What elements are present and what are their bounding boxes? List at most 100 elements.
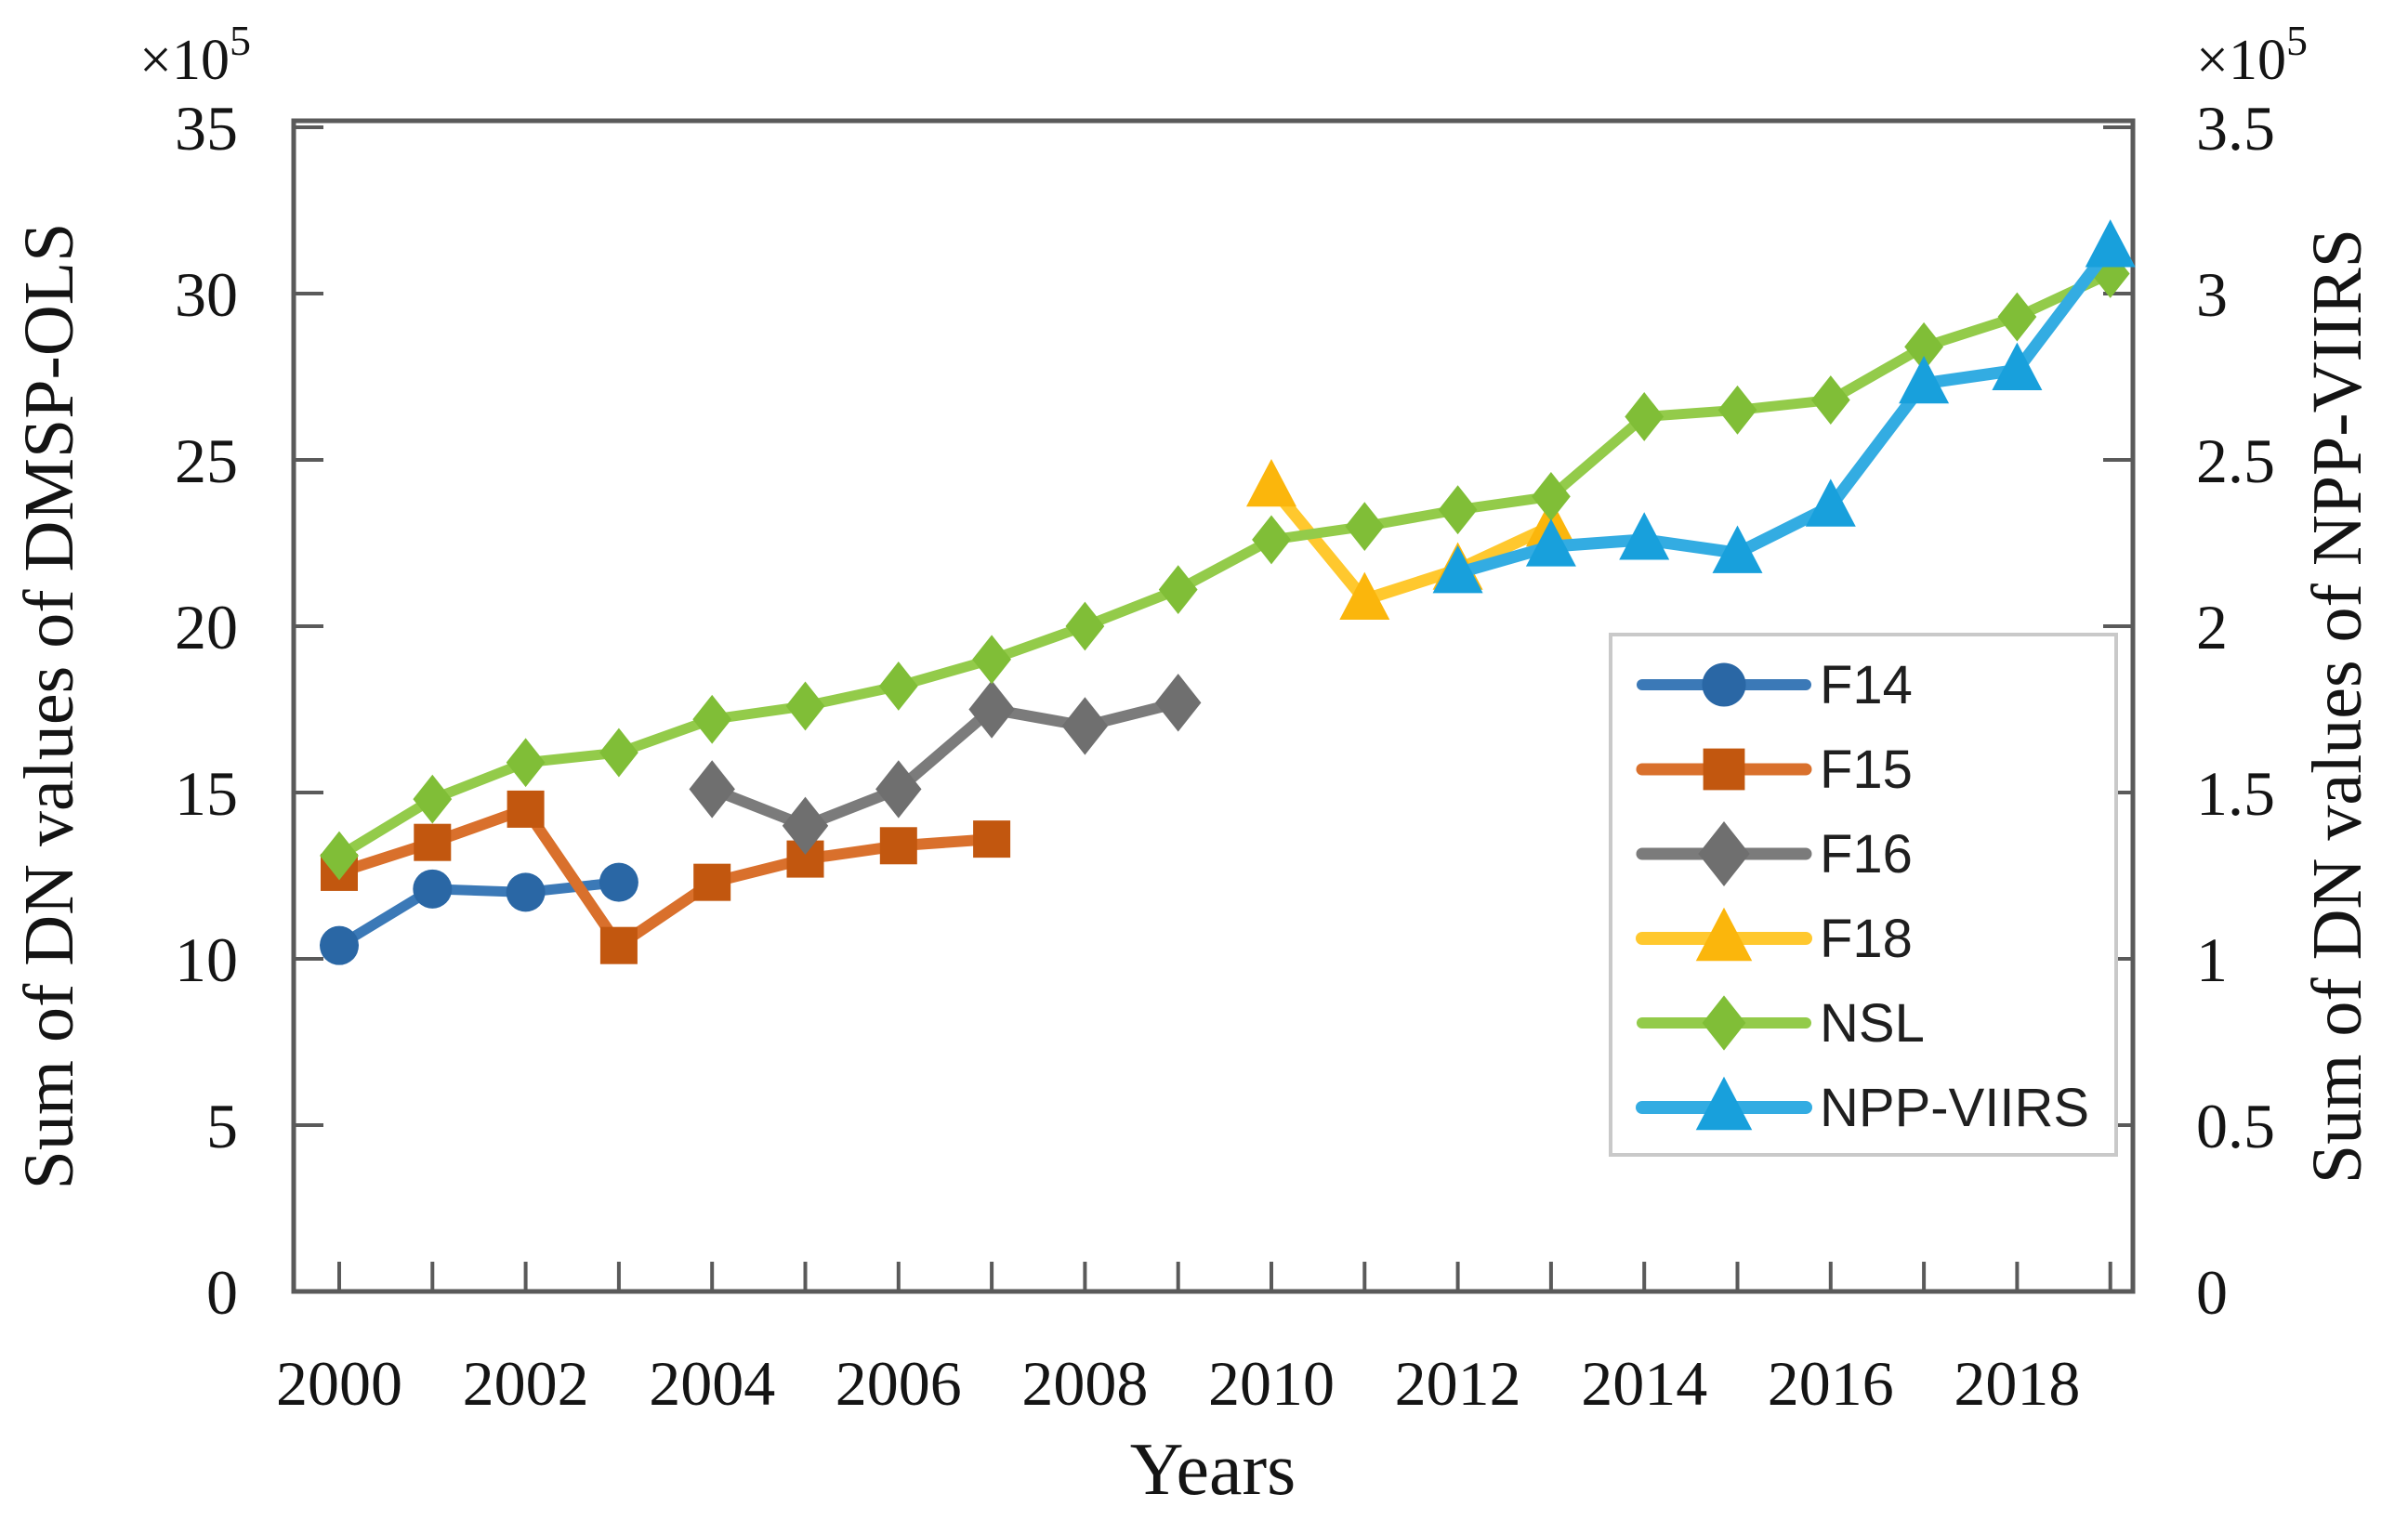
- left-tick-label: 35: [175, 93, 238, 164]
- series-marker-NSL: [1532, 471, 1571, 521]
- right-tick-label: 1: [2196, 924, 2228, 995]
- series-marker-F16: [968, 680, 1015, 739]
- series-marker-NSL: [1997, 292, 2037, 342]
- legend-swatch-marker: [1695, 907, 1753, 962]
- series-marker-NSL: [972, 635, 1011, 685]
- legend-item-F15: F15: [1636, 740, 1913, 800]
- series-marker-NSL: [692, 694, 732, 744]
- series-marker-NSL: [1438, 485, 1478, 535]
- legend-item-label: F15: [1820, 740, 1913, 800]
- right-axis-exponent: ×105: [2196, 17, 2308, 92]
- series-F16: [689, 674, 1202, 855]
- series-line-F18: [1265, 480, 1558, 606]
- x-tick-label: 2002: [463, 1348, 589, 1419]
- series-marker-NSL: [1625, 392, 1665, 441]
- legend-item-F14: F14: [1637, 655, 1913, 715]
- series-marker-NPP-VIIRS: [1899, 355, 1950, 404]
- legend-item-NPP-VIIRS: NPP-VIIRS: [1636, 1076, 2089, 1138]
- series-marker-NSL: [506, 738, 546, 788]
- left-axis-exponent: ×105: [139, 17, 251, 92]
- series-marker-F16: [875, 760, 922, 819]
- series-marker-NSL: [599, 727, 638, 778]
- series-marker-NPP-VIIRS: [1525, 518, 1576, 567]
- right-tick-label: 0.5: [2196, 1091, 2275, 1161]
- series-marker-F14: [506, 872, 546, 912]
- series-marker-NPP-VIIRS: [1712, 525, 1763, 573]
- left-axis-ticks: 0 5 10 15 20 25 30 35: [175, 93, 323, 1328]
- series-marker-F15: [693, 863, 731, 901]
- series-marker-F14: [599, 862, 638, 902]
- series-marker-NSL: [1252, 515, 1291, 565]
- series-marker-F16: [1155, 674, 1202, 732]
- legend-item-F18: F18: [1636, 907, 1913, 969]
- x-tick-label: 2000: [276, 1348, 402, 1419]
- series-marker-F14: [413, 869, 453, 909]
- left-tick-label: 0: [206, 1257, 238, 1328]
- legend-swatch-marker: [1702, 662, 1746, 707]
- series-marker-F15: [507, 790, 545, 828]
- series-marker-NSL: [320, 831, 359, 881]
- legend-swatch-marker: [1698, 821, 1750, 886]
- legend-swatch-marker: [1702, 995, 1746, 1051]
- legend-item-NSL: NSL: [1637, 993, 1925, 1054]
- series-marker-NPP-VIIRS: [2085, 219, 2136, 268]
- right-axis-title: Sum of DN values of NPP-VIIRS: [2298, 229, 2376, 1184]
- series-marker-NSL: [1065, 601, 1105, 651]
- x-tick-label: 2008: [1021, 1348, 1148, 1419]
- right-tick-label: 2.5: [2196, 426, 2275, 496]
- x-axis-ticks: 2000 2002 2004 2006 2008 2010 2012 2014 2016 2018: [276, 1262, 2112, 1419]
- right-axis-ticks: 0 0.5 1 1.5 2 2.5 3 3.5: [2103, 93, 2275, 1328]
- x-axis-title: Years: [1130, 1429, 1296, 1511]
- left-tick-label: 15: [175, 758, 238, 829]
- series-marker-NSL: [1810, 375, 1850, 425]
- right-tick-label: 3: [2196, 259, 2228, 330]
- series-NPP-VIIRS: [1432, 219, 2136, 594]
- series-marker-NPP-VIIRS: [1805, 478, 1856, 527]
- legend-box: [1609, 633, 2118, 1157]
- left-tick-label: 25: [175, 426, 238, 496]
- series-F14: [320, 862, 638, 965]
- series-NSL: [320, 249, 2130, 881]
- series-marker-NSL: [785, 681, 825, 731]
- series-marker-NSL: [1904, 321, 1943, 372]
- series-marker-F16: [782, 796, 829, 855]
- series-marker-NSL: [413, 774, 453, 824]
- x-tick-label: 2012: [1395, 1348, 1521, 1419]
- right-tick-label: 2: [2196, 592, 2228, 662]
- legend-item-label: NPP-VIIRS: [1820, 1078, 2089, 1138]
- x-tick-label: 2010: [1208, 1348, 1335, 1419]
- series-marker-F15: [973, 820, 1011, 858]
- legend-item-label: F18: [1820, 909, 1913, 969]
- legend-swatch-marker: [1695, 1076, 1753, 1131]
- series-marker-F15: [879, 827, 917, 865]
- series-marker-F16: [1061, 697, 1109, 755]
- left-axis-title: Sum of DN values of DMSP-OLS: [10, 223, 88, 1190]
- left-tick-label: 20: [175, 592, 238, 662]
- left-tick-label: 5: [206, 1091, 238, 1161]
- left-tick-label: 10: [175, 924, 238, 995]
- series-line-F16: [706, 697, 1184, 832]
- series-marker-NPP-VIIRS: [1432, 545, 1483, 594]
- plot-border: [291, 118, 2136, 1294]
- x-tick-label: 2016: [1768, 1348, 1894, 1419]
- left-tick-label: 30: [175, 259, 238, 330]
- legend-item-label: F16: [1820, 824, 1913, 884]
- right-tick-label: 0: [2196, 1257, 2228, 1328]
- legend-item-label: NSL: [1820, 993, 1925, 1054]
- series-marker-F16: [689, 760, 735, 819]
- x-tick-label: 2004: [649, 1348, 775, 1419]
- x-tick-label: 2014: [1581, 1348, 1707, 1419]
- series-layer: [320, 219, 2136, 965]
- series-marker-NSL: [1345, 502, 1385, 551]
- x-tick-label: 2006: [836, 1348, 962, 1419]
- series-marker-NSL: [1158, 565, 1198, 615]
- legend-swatch-marker: [1703, 748, 1745, 791]
- legend-item-label: F14: [1820, 655, 1913, 715]
- x-tick-label: 2018: [1954, 1348, 2080, 1419]
- series-marker-F18: [1246, 458, 1296, 507]
- legend: F14 F15 F16 F18 NSL NPP-VIIRS: [1609, 633, 2118, 1157]
- series-marker-NSL: [1717, 385, 1757, 435]
- series-marker-NPP-VIIRS: [1992, 342, 2043, 390]
- series-F15: [321, 790, 1011, 964]
- right-tick-label: 3.5: [2196, 93, 2275, 164]
